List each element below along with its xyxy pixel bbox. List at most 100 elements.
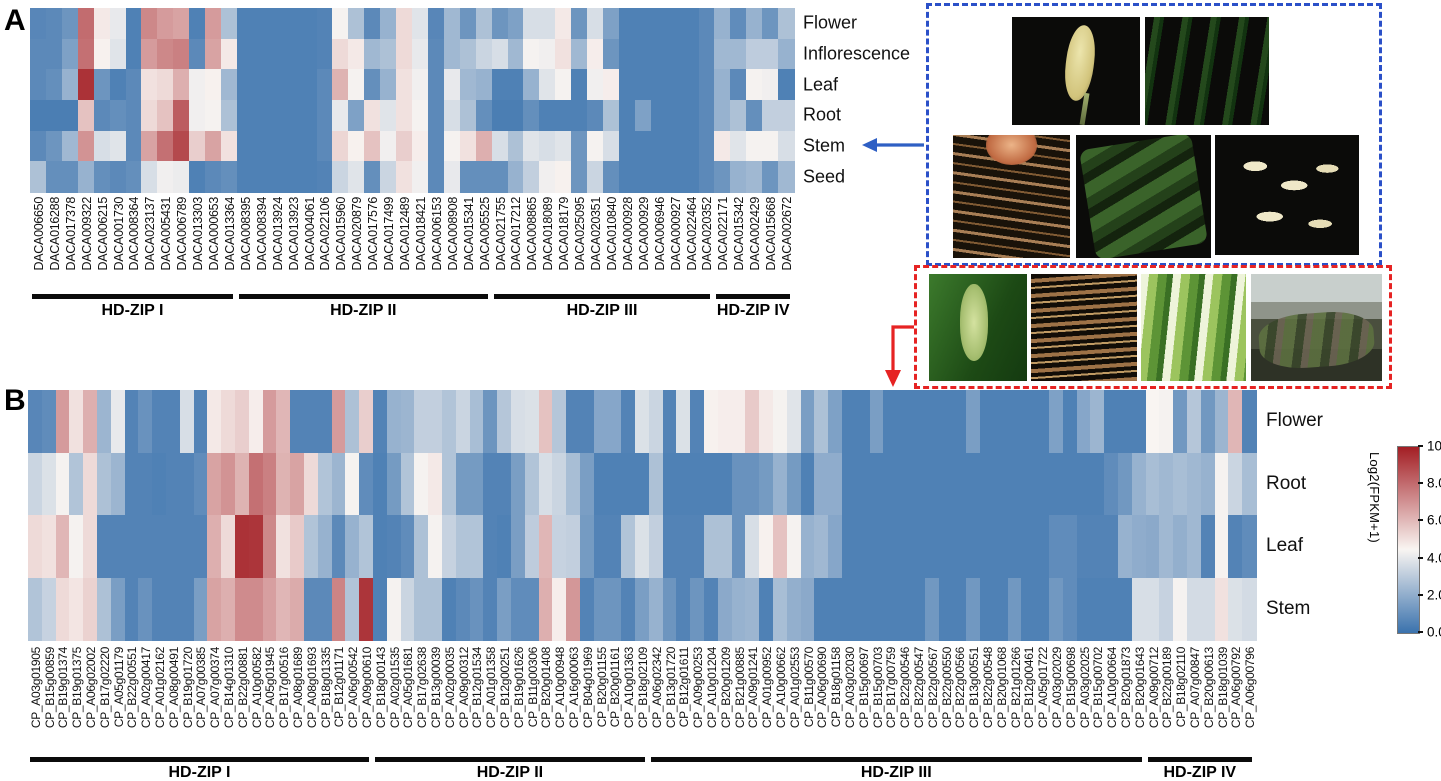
- heatmap-cell: [714, 100, 731, 132]
- heatmap-cell: [469, 577, 484, 641]
- heatmap-cell: [510, 515, 526, 579]
- heatmap-cell: [828, 452, 843, 516]
- heatmap-cell: [30, 161, 47, 193]
- heatmap-cell: [648, 452, 664, 516]
- column-label: CP_A06g00792: [1229, 647, 1244, 729]
- heatmap-cell: [455, 515, 471, 579]
- heatmap-cell: [698, 8, 716, 40]
- heatmap-cell: [1173, 452, 1188, 516]
- heatmap-cell: [593, 390, 609, 454]
- heatmap-cell: [189, 8, 206, 40]
- heatmap-cell: [1145, 452, 1160, 516]
- heatmap-cell: [77, 161, 95, 193]
- heatmap-cell: [359, 452, 374, 516]
- column-label: CP_B17g02638: [415, 647, 430, 729]
- heatmap-cell: [400, 577, 415, 641]
- heatmap-cell: [1035, 452, 1050, 516]
- heatmap-cell: [348, 100, 365, 132]
- heatmap-cell: [284, 69, 302, 101]
- column-label: DACA013364: [222, 197, 237, 271]
- heatmap-cell: [152, 577, 167, 641]
- column-label: DACA017499: [382, 197, 397, 271]
- heatmap-cell: [348, 161, 365, 193]
- heatmap-cell: [1090, 390, 1105, 454]
- column-label: CP_A10g01363: [622, 647, 637, 729]
- heatmap-cell: [93, 69, 111, 101]
- heatmap-cell: [332, 38, 349, 70]
- heatmap-cell: [28, 515, 43, 579]
- column-label: CP_A06g02002: [84, 647, 99, 729]
- heatmap-cell: [412, 69, 429, 101]
- heatmap-cell: [236, 130, 254, 162]
- heatmap-cell: [30, 8, 47, 40]
- heatmap-cell: [165, 452, 181, 516]
- heatmap-cell: [300, 130, 318, 162]
- heatmap-cell: [332, 8, 349, 40]
- heatmap-cell: [483, 452, 498, 516]
- column-label: DACA023137: [143, 197, 158, 271]
- heatmap-cell: [1076, 390, 1092, 454]
- heatmap-cell: [1187, 577, 1202, 641]
- heatmap-cell: [1131, 577, 1147, 641]
- heatmap-cell: [96, 390, 112, 454]
- gene-family-label: HD-ZIP II: [476, 764, 544, 781]
- heatmap-cell: [507, 161, 525, 193]
- heatmap-cell: [731, 390, 747, 454]
- heatmap-cell: [345, 452, 360, 516]
- root-photo: [1031, 274, 1137, 381]
- heatmap-cell: [510, 452, 526, 516]
- heatmap-cell: [773, 515, 788, 579]
- heatmap-cell: [698, 161, 716, 193]
- heatmap-cell: [491, 69, 509, 101]
- heatmap-cell: [1187, 515, 1202, 579]
- heatmap-cell: [284, 38, 302, 70]
- column-label: CP_B15g00698: [1063, 647, 1078, 729]
- heatmap-cell: [141, 38, 158, 70]
- column-label: DACA005525: [477, 197, 492, 271]
- heatmap-cell: [717, 515, 733, 579]
- colorbar-tick-label: 4.00: [1427, 550, 1441, 566]
- heatmap-cell: [666, 161, 684, 193]
- heatmap-cell: [262, 452, 277, 516]
- heatmap-cell: [666, 8, 684, 40]
- heatmap-cell: [762, 38, 779, 70]
- heatmap-cell: [1159, 390, 1174, 454]
- heatmap-cell: [1173, 390, 1188, 454]
- heatmap-cell: [571, 38, 588, 70]
- heatmap-cell: [603, 130, 620, 162]
- gene-family-label: HD-ZIP I: [101, 302, 164, 319]
- heatmap-cell: [345, 515, 360, 579]
- heatmap-cell: [621, 452, 636, 516]
- heatmap-cell: [316, 8, 334, 40]
- heatmap-cell: [538, 390, 553, 454]
- column-label: DACA008364: [127, 197, 142, 271]
- heatmap-cell: [284, 100, 302, 132]
- heatmap-cell: [924, 390, 940, 454]
- heatmap-cell: [938, 515, 954, 579]
- heatmap-cell: [110, 515, 126, 579]
- heatmap-cell: [717, 452, 733, 516]
- heatmap-cell: [579, 577, 595, 641]
- heatmap-cell: [459, 8, 477, 40]
- heatmap-cell: [483, 390, 498, 454]
- column-label: CP_A02g01535: [387, 647, 402, 729]
- heatmap-cell: [690, 577, 705, 641]
- heatmap-cell: [348, 8, 365, 40]
- heatmap-cell: [124, 515, 139, 579]
- column-label: CP_A10g00664: [1105, 647, 1120, 729]
- heatmap-cell: [842, 577, 857, 641]
- heatmap-cell: [1021, 452, 1036, 516]
- heatmap-cell: [157, 38, 174, 70]
- heatmap-cell: [587, 38, 604, 70]
- heatmap-cell: [650, 69, 668, 101]
- column-label: DACA009322: [79, 197, 94, 271]
- heatmap-cell: [61, 69, 79, 101]
- heatmap-cell: [869, 452, 885, 516]
- heatmap-cell: [83, 452, 98, 516]
- heatmap-cell: [704, 390, 719, 454]
- heatmap-cell: [400, 515, 415, 579]
- column-label: CP_A02g00035: [442, 647, 457, 729]
- heatmap-cell: [109, 161, 127, 193]
- blue-dashed-photo-box: [926, 3, 1382, 266]
